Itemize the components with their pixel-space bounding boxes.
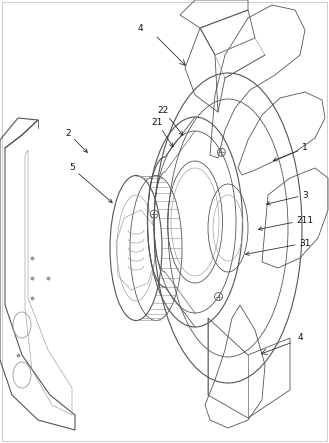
Text: 31: 31 (245, 238, 311, 256)
Text: 5: 5 (69, 163, 112, 202)
Text: 22: 22 (157, 105, 183, 135)
Text: 211: 211 (259, 215, 314, 230)
Text: 21: 21 (151, 117, 173, 147)
Text: 3: 3 (266, 190, 308, 205)
Text: 4: 4 (297, 334, 303, 342)
Text: 4: 4 (137, 23, 143, 32)
Text: 1: 1 (273, 144, 308, 161)
Text: 2: 2 (65, 128, 88, 152)
